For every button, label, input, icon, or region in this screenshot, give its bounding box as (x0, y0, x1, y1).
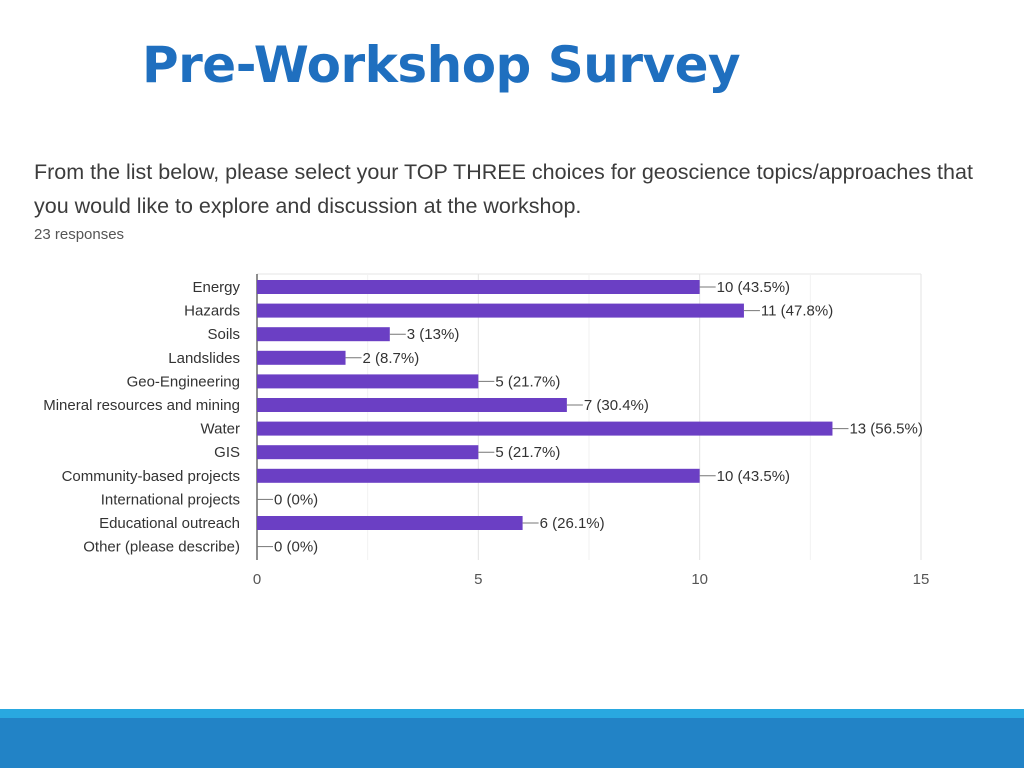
footer-bar (0, 718, 1024, 768)
bar (257, 445, 479, 460)
bar (257, 398, 567, 412)
bar-chart: 0 5 10 15 Energy 10 (43.5%) Hazards 11 (47.8%) S… (43, 273, 930, 588)
bar (257, 374, 479, 389)
bar (257, 303, 744, 318)
category-label: Mineral resources and mining (43, 397, 240, 414)
slide-title: Pre-Workshop Survey (142, 36, 741, 94)
x-tick-label: 0 (253, 571, 261, 588)
category-label: Water (201, 421, 240, 438)
category-label: Soils (207, 326, 240, 343)
footer-accent-bar (0, 709, 1024, 718)
category-label: Other (please describe) (83, 539, 240, 556)
category-label: Educational outreach (99, 515, 240, 532)
data-label: 2 (8.7%) (363, 350, 420, 367)
bar (257, 350, 346, 365)
data-label: 10 (43.5%) (717, 279, 790, 296)
data-label: 10 (43.5%) (717, 468, 790, 485)
x-tick-label: 10 (691, 571, 708, 588)
data-label: 6 (26.1%) (540, 515, 605, 532)
category-label: Geo-Engineering (127, 373, 240, 390)
bar (257, 468, 700, 483)
data-label: 3 (13%) (407, 326, 460, 343)
category-label: International projects (101, 491, 240, 508)
bar (257, 516, 523, 530)
data-label: 7 (30.4%) (584, 397, 649, 414)
category-label: Energy (192, 279, 240, 296)
data-label: 0 (0%) (274, 539, 318, 556)
data-label: 5 (21.7%) (495, 373, 560, 390)
response-count: 23 responses (34, 226, 125, 243)
x-tick-label: 5 (474, 571, 482, 588)
data-label: 0 (0%) (274, 491, 318, 508)
data-label: 11 (47.8%) (761, 303, 833, 320)
survey-question: From the list below, please select your … (34, 160, 973, 218)
data-label: 5 (21.7%) (495, 444, 560, 461)
bar (257, 421, 833, 436)
data-label: 13 (56.5%) (849, 421, 922, 438)
category-label: GIS (214, 444, 240, 461)
x-tick-label: 15 (913, 571, 930, 588)
category-label: Landslides (168, 350, 240, 367)
category-label: Community-based projects (62, 468, 240, 485)
category-label: Hazards (184, 303, 240, 320)
bar (257, 327, 390, 342)
bar (257, 280, 700, 294)
